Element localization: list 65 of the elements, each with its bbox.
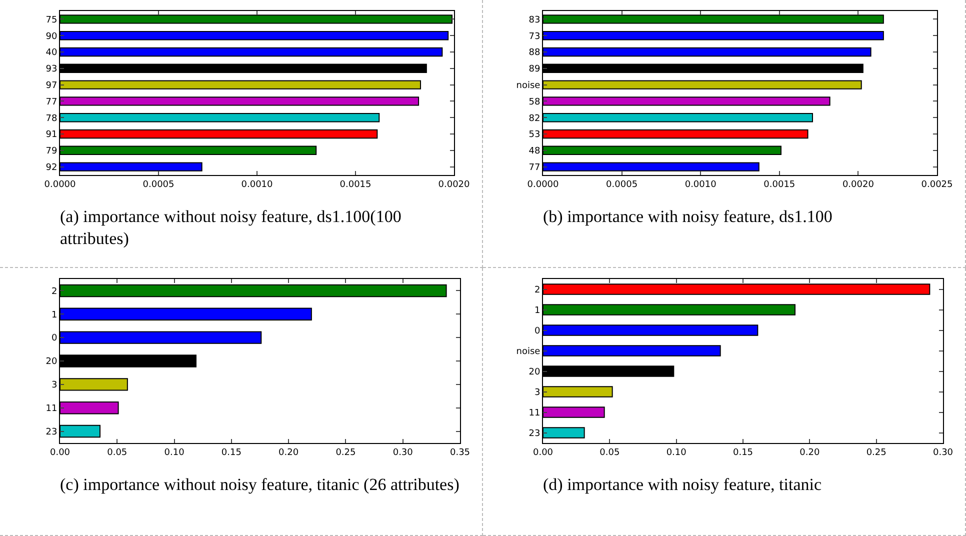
y-tick-label: 20 bbox=[46, 357, 58, 368]
x-tick-label: 0.0005 bbox=[606, 180, 638, 190]
x-tick-label: 0.00 bbox=[532, 448, 554, 458]
y-tick-label: 58 bbox=[528, 97, 540, 108]
y-tick-label: 93 bbox=[46, 64, 58, 75]
y-tick-label: 3 bbox=[534, 388, 540, 398]
y-tick-label: 79 bbox=[46, 146, 58, 157]
x-tick-label: 0.0015 bbox=[340, 180, 372, 190]
y-tick-label: 1 bbox=[51, 310, 58, 320]
y-tick-label: 73 bbox=[528, 32, 540, 42]
y-tick-label: 0 bbox=[51, 334, 58, 344]
y-tick-label: 53 bbox=[528, 130, 540, 140]
y-tick-label: 2 bbox=[51, 286, 58, 297]
y-tick-label: noise bbox=[516, 80, 541, 91]
y-tick-label: 97 bbox=[46, 80, 58, 91]
y-tick-label: 2 bbox=[534, 285, 540, 296]
y-tick-label: 11 bbox=[528, 408, 540, 418]
x-tick-label: 0.30 bbox=[392, 448, 414, 458]
x-tick-label: 0.10 bbox=[666, 448, 687, 458]
y-tick-label: 88 bbox=[528, 48, 540, 58]
y-tick-label: 91 bbox=[46, 130, 58, 140]
x-tick-label: 0.0000 bbox=[44, 180, 76, 190]
y-tick-label: 23 bbox=[528, 428, 540, 439]
y-tick-label: 92 bbox=[46, 162, 58, 173]
x-tick-label: 0.0010 bbox=[684, 180, 717, 190]
y-tick-label: 78 bbox=[46, 114, 58, 124]
y-tick-label: 20 bbox=[528, 367, 540, 378]
y-tick-label: 3 bbox=[51, 380, 58, 391]
x-tick-label: 0.0000 bbox=[527, 180, 560, 190]
text: (d) importance with noisy feature, titanic bbox=[542, 474, 823, 496]
y-tick-label: 48 bbox=[528, 146, 540, 157]
x-tick-label: 0.0025 bbox=[921, 180, 953, 190]
x-tick-label: 0.0020 bbox=[438, 180, 470, 190]
x-tick-label: 0.20 bbox=[278, 448, 299, 458]
y-tick-label: 1 bbox=[534, 306, 540, 316]
x-tick-label: 0.15 bbox=[732, 448, 754, 458]
y-tick-label: 75 bbox=[46, 15, 58, 26]
x-tick-label: 0.15 bbox=[221, 448, 242, 458]
x-tick-label: 0.20 bbox=[800, 448, 820, 458]
x-tick-label: 0.0010 bbox=[241, 180, 274, 190]
y-tick-label: 0 bbox=[534, 326, 540, 336]
text: (c) importance without noisy feature, titanic (26 attributes) bbox=[59, 474, 460, 496]
x-tick-label: 0.0005 bbox=[142, 180, 174, 190]
y-tick-label: 40 bbox=[46, 48, 58, 58]
x-tick-label: 0.05 bbox=[600, 448, 620, 458]
x-tick-label: 0.0020 bbox=[842, 180, 874, 190]
y-tick-label: 82 bbox=[528, 114, 540, 124]
y-tick-label: 83 bbox=[528, 15, 540, 26]
text: (a) importance without noisy feature, ds1.100(100 attributes) bbox=[59, 206, 402, 250]
y-tick-label: 23 bbox=[46, 427, 58, 438]
x-tick-label: 0.10 bbox=[164, 448, 185, 458]
y-tick-label: 77 bbox=[46, 97, 58, 108]
y-tick-label: 90 bbox=[46, 32, 58, 42]
x-tick-label: 0.0015 bbox=[764, 180, 796, 190]
x-tick-label: 0.30 bbox=[932, 448, 954, 458]
x-tick-label: 0.05 bbox=[107, 448, 128, 458]
y-tick-label: 11 bbox=[46, 404, 58, 414]
x-tick-label: 0.00 bbox=[50, 448, 70, 458]
x-tick-label: 0.25 bbox=[866, 448, 886, 458]
y-tick-label: 89 bbox=[528, 64, 540, 75]
text: (b) importance with noisy feature, ds1.100 bbox=[542, 206, 834, 228]
x-tick-label: 0.25 bbox=[336, 448, 356, 458]
y-tick-label: noise bbox=[516, 346, 541, 357]
y-tick-label: 77 bbox=[528, 162, 540, 173]
x-tick-label: 0.35 bbox=[450, 448, 470, 458]
